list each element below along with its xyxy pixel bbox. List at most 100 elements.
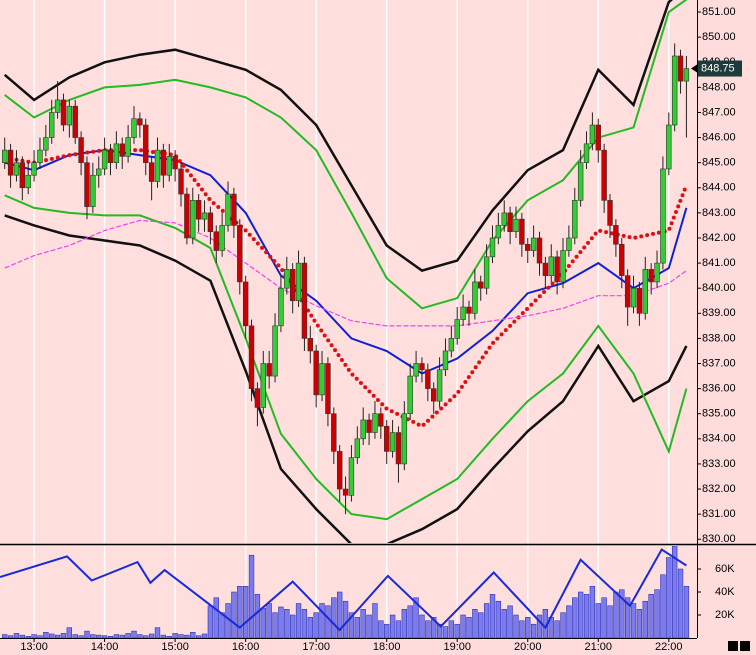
volume-bar <box>519 620 525 638</box>
candle-body <box>483 256 490 289</box>
volume-bar <box>560 612 566 638</box>
candle-body <box>507 212 513 233</box>
volume-bar <box>595 603 601 638</box>
volume-bar <box>243 586 249 638</box>
volume-bar <box>43 632 49 638</box>
candle-body <box>577 162 584 201</box>
y-tick-label: 850.00 <box>702 31 736 43</box>
y-tick-label: 844.00 <box>702 182 736 194</box>
candle-body <box>260 363 266 408</box>
candle-body <box>383 425 390 452</box>
candle-body <box>466 306 472 314</box>
volume-bar <box>154 627 161 638</box>
candle-body <box>648 269 654 283</box>
volume-bar <box>172 633 178 638</box>
volume-line <box>0 548 687 632</box>
volume-bar <box>401 609 407 638</box>
volume-bar <box>337 591 343 638</box>
volume-bar <box>201 633 208 638</box>
volume-bar <box>96 634 102 638</box>
candle-body <box>7 149 14 176</box>
candle-body <box>389 432 396 452</box>
volume-bar <box>677 568 684 638</box>
candle-body <box>248 325 255 389</box>
axes: 13:00 14:00 15:00 16:00 17:00 18:00 19:00 20:00… <box>20 6 742 653</box>
volume-bar <box>613 591 619 638</box>
y-tick-label: 20K <box>715 609 735 621</box>
candle-body <box>407 375 413 415</box>
volume-bar <box>49 633 55 638</box>
volume-bar <box>66 627 72 638</box>
candle-body <box>237 225 243 283</box>
candle-body <box>566 237 572 251</box>
candle-body <box>542 262 549 276</box>
volume-bar <box>566 605 572 638</box>
price-panel <box>0 0 697 543</box>
volume-bar <box>307 617 313 638</box>
candle-body <box>266 363 272 377</box>
volume-bar <box>119 634 125 638</box>
candle-body <box>666 124 672 170</box>
candle-body <box>160 149 167 176</box>
y-tick-label: 848.00 <box>702 81 736 93</box>
candle-body <box>207 212 214 233</box>
volume-bar <box>13 633 20 638</box>
icon <box>728 641 738 651</box>
candle-body <box>683 68 690 82</box>
volume-bar <box>672 546 678 638</box>
candle-body <box>154 149 161 182</box>
candle-body <box>589 124 596 145</box>
candle-body <box>501 212 507 226</box>
candle-body <box>101 149 108 170</box>
volume-bar <box>389 614 396 638</box>
candle-body <box>231 193 237 226</box>
volume-bar <box>407 605 413 638</box>
candle-body <box>536 237 543 264</box>
candle-body <box>60 99 67 126</box>
y-tick-label: 830.00 <box>702 533 736 545</box>
indicator-line <box>4 194 688 521</box>
candle-body <box>78 137 84 163</box>
volume-bar <box>395 620 402 638</box>
candle-body <box>671 55 678 126</box>
candle-body <box>113 143 120 163</box>
candle-body <box>225 193 231 226</box>
volume-bar <box>248 554 255 638</box>
candle-body <box>548 256 554 276</box>
candle-body <box>254 388 261 408</box>
candle-body <box>360 419 366 440</box>
candle-body <box>619 243 625 276</box>
x-tick-label: 19:00 <box>443 641 471 653</box>
candle-body <box>148 162 155 182</box>
volume-plot <box>0 546 690 638</box>
candle-body <box>572 200 578 239</box>
volume-bar <box>260 607 266 638</box>
volume-bar <box>178 634 184 638</box>
volume-bar <box>213 597 219 638</box>
volume-bar <box>131 630 137 638</box>
candle-body <box>642 269 648 314</box>
candle-body <box>72 105 78 138</box>
icon <box>740 641 750 651</box>
candle-body <box>372 413 378 433</box>
x-tick-label: 22:00 <box>655 641 683 653</box>
candle-body <box>677 55 684 82</box>
candle-body <box>90 174 96 207</box>
candle-body <box>49 112 55 138</box>
candle-body <box>401 413 408 465</box>
volume-bar <box>601 597 607 638</box>
y-tick-label: 835.00 <box>702 408 736 420</box>
volume-bar <box>530 623 537 638</box>
volume-bar <box>219 612 225 638</box>
y-tick-label: 838.00 <box>702 332 736 344</box>
candle-body <box>560 250 566 283</box>
candle-body <box>307 338 314 352</box>
candle-body <box>554 256 560 283</box>
candle-body <box>84 162 90 207</box>
candle-body <box>319 363 325 396</box>
candle-body <box>601 149 607 201</box>
candle-body <box>530 237 537 251</box>
candle-body <box>630 287 637 308</box>
y-tick-label: 851.00 <box>702 6 736 18</box>
